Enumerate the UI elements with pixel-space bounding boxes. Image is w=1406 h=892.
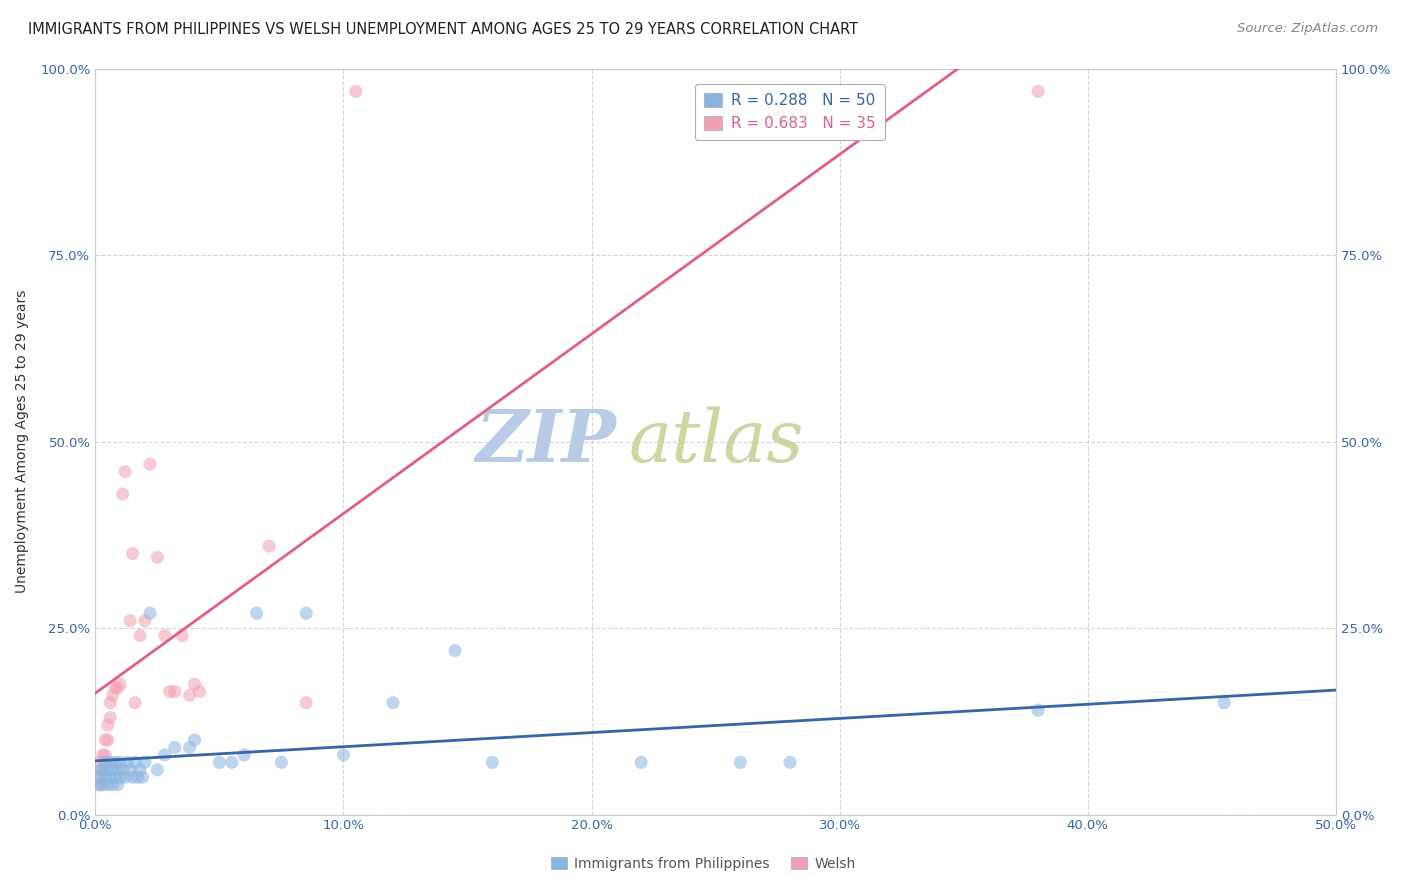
Point	[159, 684, 181, 698]
Point	[183, 677, 205, 691]
Text: IMMIGRANTS FROM PHILIPPINES VS WELSH UNEMPLOYMENT AMONG AGES 25 TO 29 YEARS CORR: IMMIGRANTS FROM PHILIPPINES VS WELSH UNE…	[28, 22, 858, 37]
Text: Source: ZipAtlas.com: Source: ZipAtlas.com	[1237, 22, 1378, 36]
Point	[89, 763, 111, 777]
Point	[1026, 703, 1049, 717]
Point	[107, 778, 129, 792]
Point	[101, 778, 124, 792]
Point	[87, 778, 110, 792]
Point	[108, 756, 131, 770]
Point	[183, 733, 205, 747]
Point	[107, 763, 129, 777]
Point	[233, 747, 256, 762]
Point	[108, 770, 131, 784]
Point	[179, 740, 201, 755]
Point	[172, 629, 194, 643]
Point	[146, 763, 169, 777]
Text: atlas: atlas	[628, 407, 804, 477]
Point	[97, 733, 120, 747]
Point	[101, 763, 124, 777]
Point	[134, 614, 156, 628]
Point	[188, 684, 211, 698]
Point	[91, 747, 114, 762]
Point	[208, 756, 231, 770]
Point	[444, 643, 467, 657]
Point	[163, 740, 186, 755]
Point	[98, 696, 121, 710]
Point	[104, 681, 127, 695]
Point	[163, 684, 186, 698]
Point	[121, 770, 143, 784]
Point	[94, 747, 117, 762]
Point	[344, 84, 367, 98]
Point	[98, 711, 121, 725]
Point	[124, 696, 146, 710]
Legend: R = 0.288   N = 50, R = 0.683   N = 35: R = 0.288 N = 50, R = 0.683 N = 35	[695, 84, 886, 140]
Point	[295, 696, 318, 710]
Point	[114, 770, 136, 784]
Legend: Immigrants from Philippines, Welsh: Immigrants from Philippines, Welsh	[546, 851, 860, 876]
Text: ZIP: ZIP	[475, 406, 616, 477]
Point	[131, 770, 153, 784]
Point	[146, 550, 169, 565]
Point	[270, 756, 292, 770]
Point	[89, 778, 111, 792]
Point	[101, 688, 124, 702]
Point	[1026, 84, 1049, 98]
Point	[124, 756, 146, 770]
Point	[97, 778, 120, 792]
Point	[134, 756, 156, 770]
Point	[111, 763, 134, 777]
Point	[1213, 696, 1236, 710]
Point	[111, 487, 134, 501]
Point	[179, 688, 201, 702]
Point	[153, 629, 176, 643]
Point	[630, 756, 652, 770]
Point	[127, 770, 149, 784]
Point	[730, 756, 752, 770]
Point	[87, 770, 110, 784]
Point	[108, 677, 131, 691]
Point	[94, 733, 117, 747]
Point	[91, 778, 114, 792]
Point	[129, 629, 152, 643]
Point	[104, 770, 127, 784]
Point	[120, 614, 142, 628]
Point	[104, 756, 127, 770]
Point	[98, 756, 121, 770]
Point	[139, 607, 162, 621]
Point	[332, 747, 354, 762]
Point	[246, 607, 269, 621]
Point	[382, 696, 405, 710]
Point	[117, 756, 139, 770]
Y-axis label: Unemployment Among Ages 25 to 29 years: Unemployment Among Ages 25 to 29 years	[15, 290, 30, 593]
Point	[94, 770, 117, 784]
Point	[89, 756, 111, 770]
Point	[97, 718, 120, 732]
Point	[257, 539, 280, 553]
Point	[153, 747, 176, 762]
Point	[221, 756, 243, 770]
Point	[91, 763, 114, 777]
Point	[129, 763, 152, 777]
Point	[98, 770, 121, 784]
Point	[779, 756, 801, 770]
Point	[121, 547, 143, 561]
Point	[120, 763, 142, 777]
Point	[94, 756, 117, 770]
Point	[114, 465, 136, 479]
Point	[139, 457, 162, 471]
Point	[89, 770, 111, 784]
Point	[91, 763, 114, 777]
Point	[107, 681, 129, 695]
Point	[295, 607, 318, 621]
Point	[97, 763, 120, 777]
Point	[481, 756, 503, 770]
